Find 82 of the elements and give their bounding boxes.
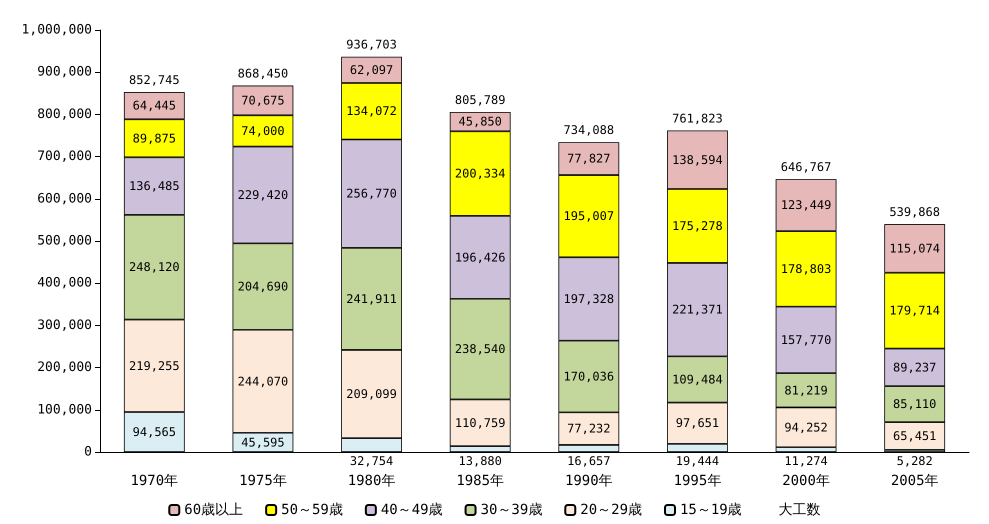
data-label: 136,485: [129, 179, 180, 194]
x-tick-label: 1995年: [674, 473, 722, 489]
data-label: 200,334: [454, 166, 506, 181]
data-label: 97,651: [676, 416, 720, 430]
data-label: 110,759: [454, 416, 506, 430]
data-label: 13,880: [458, 454, 502, 468]
data-label: 179,714: [889, 304, 940, 318]
total-label: 936,703: [346, 38, 397, 52]
y-tick-label: 400,000: [37, 276, 92, 291]
y-tick-label: 700,000: [37, 149, 92, 164]
x-tick-label: 1980年: [348, 473, 396, 489]
data-label: 5,282: [896, 454, 933, 468]
data-label: 219,255: [129, 358, 180, 373]
data-label: 221,371: [672, 302, 723, 317]
data-label: 85,110: [893, 397, 936, 412]
data-label: 11,274: [784, 454, 828, 468]
legend-label: 50～59歳: [281, 502, 343, 518]
data-label: 45,850: [458, 114, 502, 129]
y-tick-label: 900,000: [37, 64, 92, 80]
y-tick-label: 500,000: [37, 234, 92, 248]
data-label: 138,594: [672, 152, 723, 167]
x-tick-label: 1990年: [564, 473, 613, 489]
data-label: 134,072: [346, 104, 397, 118]
data-label: 204,690: [238, 280, 288, 294]
data-label: 94,565: [132, 425, 176, 440]
data-label: 195,007: [564, 209, 614, 224]
data-label: 81,219: [784, 383, 828, 398]
y-tick-label: 0: [84, 444, 92, 460]
x-tick-label: 1985年: [456, 473, 504, 489]
data-label: 77,232: [567, 422, 610, 436]
data-label: 209,099: [346, 387, 397, 402]
legend-label: 15～19歳: [680, 502, 742, 518]
data-label: 238,540: [454, 342, 506, 356]
data-label: 62,097: [350, 62, 394, 77]
data-label: 89,875: [132, 131, 176, 146]
data-label: 256,770: [346, 186, 397, 201]
legend-label: 40～49歳: [380, 502, 443, 518]
x-tick-label: 2000年: [782, 473, 830, 489]
legend-label: 30～39歳: [480, 502, 542, 518]
total-label: 646,767: [780, 160, 832, 174]
total-label: 868,450: [238, 66, 288, 81]
data-label: 94,252: [784, 420, 828, 434]
data-label: 178,803: [780, 262, 832, 276]
data-label: 109,484: [672, 372, 723, 386]
x-tick-label: 1970年: [130, 473, 178, 489]
data-label: 197,328: [564, 292, 614, 306]
x-tick-label: 1975年: [239, 473, 287, 489]
y-tick-label: 600,000: [37, 191, 92, 206]
data-label: 241,911: [346, 292, 397, 306]
data-label: 196,426: [454, 250, 506, 264]
data-label: 170,036: [564, 370, 614, 384]
data-label: 19,444: [676, 454, 720, 468]
x-tick-label: 2005年: [890, 473, 939, 489]
y-tick-label: 200,000: [37, 360, 92, 376]
data-label: 229,420: [238, 188, 288, 202]
data-label: 157,770: [780, 332, 832, 347]
data-label: 65,451: [893, 428, 936, 443]
data-label: 175,278: [672, 218, 723, 233]
legend-label: 60歳以上: [184, 502, 244, 518]
data-label: 115,074: [889, 241, 940, 256]
data-label: 248,120: [129, 260, 180, 274]
total-label: 734,088: [564, 123, 614, 138]
data-label: 70,675: [241, 93, 285, 108]
legend-title: 大工数: [778, 502, 821, 518]
data-label: 74,000: [241, 124, 285, 138]
data-label: 123,449: [780, 198, 832, 212]
data-label: 89,237: [893, 360, 936, 374]
y-tick-label: 300,000: [37, 318, 92, 333]
data-label: 16,657: [567, 454, 610, 468]
y-tick-label: 1,000,000: [22, 22, 92, 38]
data-label: 244,070: [238, 374, 288, 388]
y-tick-label: 800,000: [37, 106, 92, 122]
data-label: 32,754: [350, 454, 394, 468]
total-label: 761,823: [672, 112, 723, 126]
data-label: 45,595: [241, 435, 285, 450]
total-label: 805,789: [454, 92, 506, 107]
data-label: 77,827: [567, 152, 610, 166]
data-label: 64,445: [132, 98, 176, 113]
legend-label: 20～29歳: [580, 502, 642, 518]
y-tick-label: 100,000: [37, 402, 92, 418]
total-label: 852,745: [129, 73, 180, 88]
total-label: 539,868: [889, 205, 940, 220]
